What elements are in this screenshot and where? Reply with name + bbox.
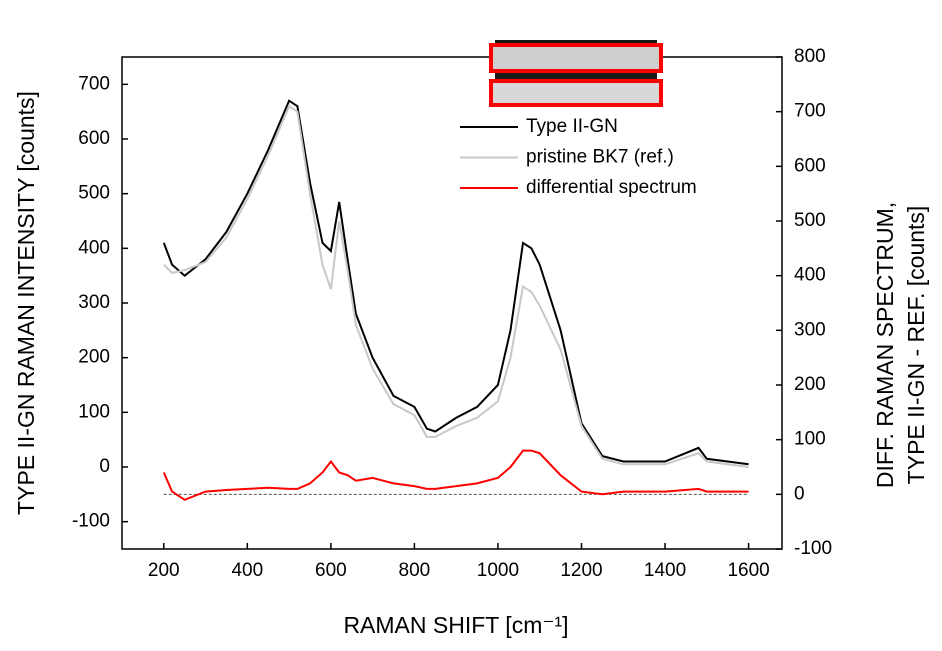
y-axis-label: TYPE II-GN RAMAN INTENSITY [counts] — [13, 91, 39, 515]
y2-axis-label: TYPE II-GN - REF. [counts] — [903, 206, 929, 485]
x-tick-label: 600 — [315, 560, 347, 581]
y2-tick-label: 500 — [794, 210, 826, 231]
y-tick-label: 300 — [78, 292, 110, 313]
y2-tick-label: 200 — [794, 374, 826, 395]
y2-axis-label: DIFF. RAMAN SPECTRUM, — [872, 202, 898, 488]
inset-image — [489, 40, 663, 107]
y-tick-label: 0 — [99, 456, 110, 477]
y-tick-label: 600 — [78, 128, 110, 149]
y2-tick-label: 100 — [794, 429, 826, 450]
y-tick-label: 700 — [78, 73, 110, 94]
legend-label: pristine BK7 (ref.) — [526, 147, 674, 168]
y2-tick-label: 800 — [794, 46, 826, 67]
y2-tick-label: 0 — [794, 483, 805, 504]
y2-tick-label: 600 — [794, 155, 826, 176]
y-tick-label: 400 — [78, 237, 110, 258]
x-tick-label: 1600 — [727, 560, 769, 581]
series-line — [163, 104, 749, 468]
x-tick-label: 800 — [399, 560, 431, 581]
x-tick-label: 1200 — [560, 560, 602, 581]
legend-label: Type II-GN — [526, 116, 618, 137]
x-tick-label: 400 — [231, 560, 263, 581]
y-tick-label: 100 — [78, 401, 110, 422]
x-tick-label: 1000 — [477, 560, 519, 581]
x-tick-label: 1400 — [644, 560, 686, 581]
x-tick-label: 200 — [148, 560, 180, 581]
series-line — [162, 99, 749, 466]
y-tick-label: 500 — [78, 183, 110, 204]
y2-tick-label: 400 — [794, 265, 826, 286]
x-axis-label: RAMAN SHIFT [cm⁻¹] — [343, 612, 568, 638]
y2-tick-label: 300 — [794, 319, 826, 340]
y2-tick-label: -100 — [794, 538, 832, 559]
plot-frame — [121, 56, 783, 550]
legend-label: differential spectrum — [526, 177, 697, 198]
y2-tick-label: 700 — [794, 101, 826, 122]
y-tick-label: 200 — [78, 347, 110, 368]
y-tick-label: -100 — [72, 511, 110, 532]
series-line — [162, 449, 749, 501]
